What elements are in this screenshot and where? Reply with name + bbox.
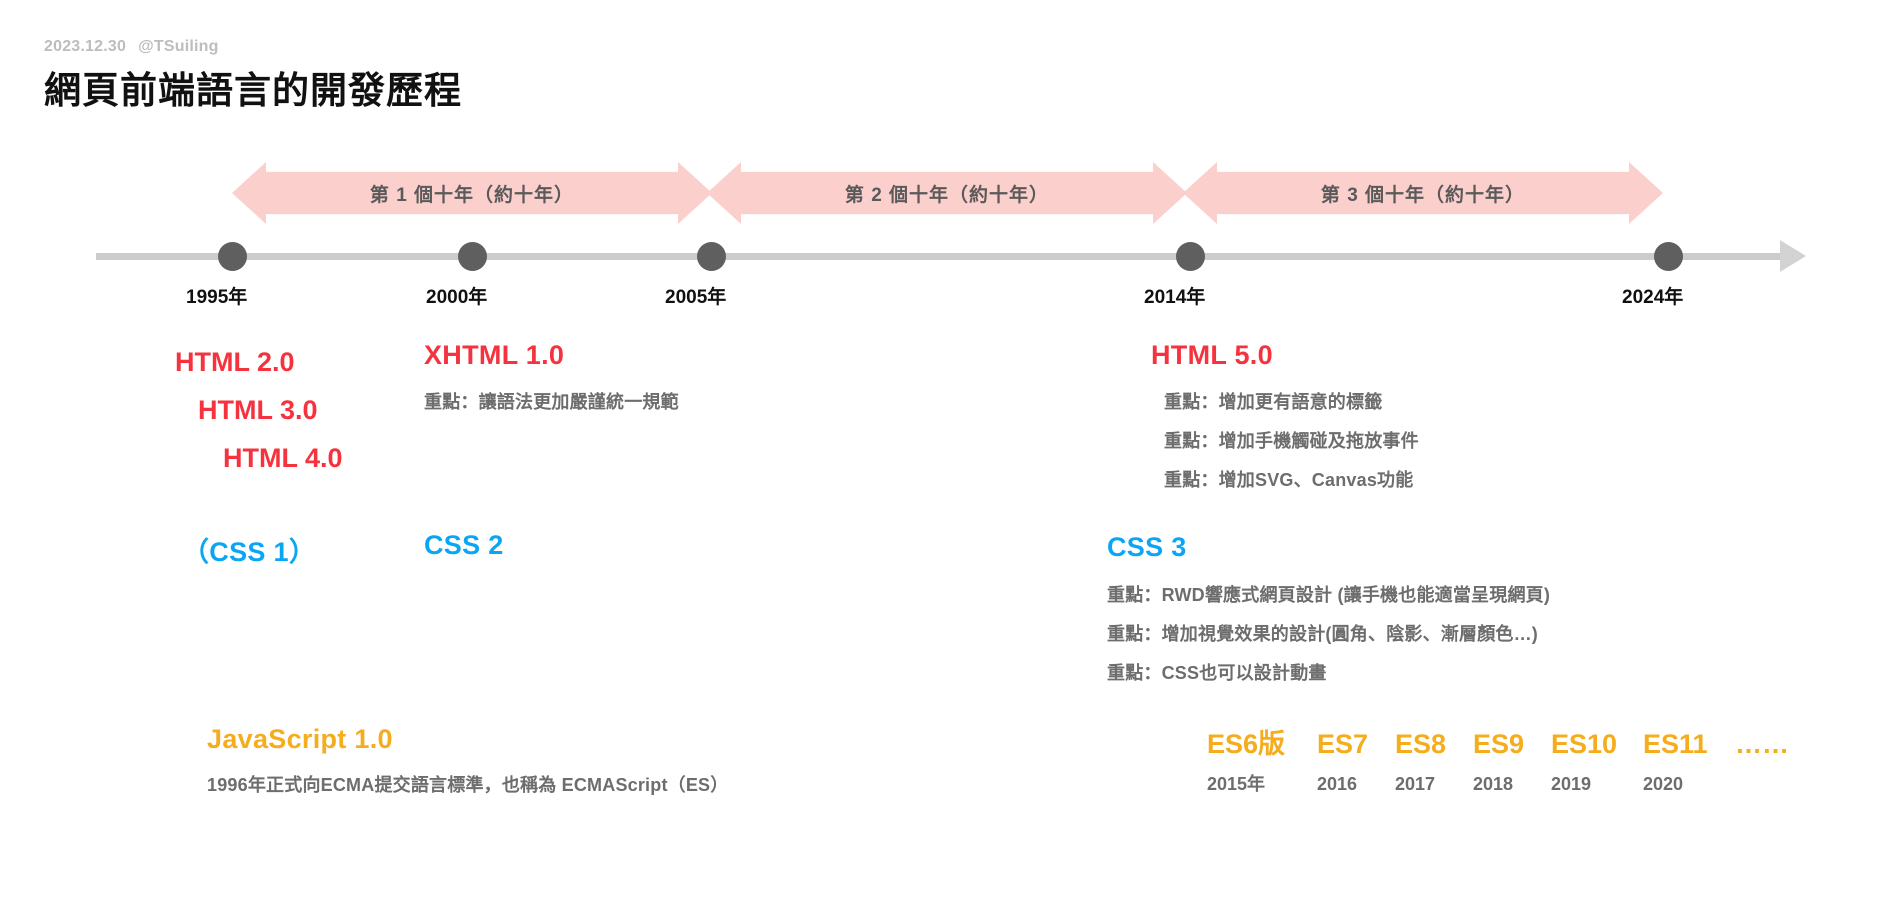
- publish-date: 2023.12.30: [44, 38, 127, 55]
- html-version-4: HTML 4.0: [223, 443, 343, 473]
- decade-arrow-3: 第 3 個十年（約十年）: [1183, 162, 1663, 224]
- decade-arrow-3-shape: [1183, 162, 1663, 224]
- timeline-dot-2000[interactable]: [458, 242, 487, 271]
- es-version-row: ES6版 ES7 ES8 ES9 ES10 ES11 ……: [1207, 722, 1789, 761]
- html-early-versions: HTML 2.0 HTML 3.0 HTML 4.0: [175, 338, 343, 482]
- year-label-1995: 1995年: [186, 287, 248, 308]
- es-year-2: 2017: [1395, 774, 1436, 794]
- author-handle: @TSuiling: [138, 38, 219, 55]
- javascript-heading: JavaScript 1.0: [207, 724, 393, 754]
- css3-bullet-2: 重點：增加視覺效果的設計(圓角、陰影、漸層顏色…): [1107, 624, 1538, 644]
- es-year-row: 2015年 2016 2017 2018 2019 2020: [1207, 770, 1735, 796]
- css2-group: CSS 2: [424, 530, 504, 561]
- es-year-5: 2020: [1643, 774, 1684, 794]
- timeline-axis: [96, 253, 1784, 260]
- es-version-0: ES6版: [1207, 729, 1286, 759]
- es-year-3: 2018: [1473, 774, 1514, 794]
- meta-line: 2023.12.30 @TSuiling: [44, 38, 219, 56]
- es-year-0: 2015年: [1207, 774, 1266, 794]
- es-version-5: ES11: [1643, 729, 1708, 759]
- html5-heading: HTML 5.0: [1151, 340, 1273, 370]
- year-label-2024: 2024年: [1622, 287, 1684, 308]
- css3-bullet-3: 重點：CSS也可以設計動畫: [1107, 663, 1327, 683]
- timeline-axis-arrowhead-icon: [1780, 240, 1806, 272]
- es-year-4: 2019: [1551, 774, 1592, 794]
- decade-arrow-2-shape: [707, 162, 1187, 224]
- css3-group: CSS 3 重點：RWD響應式網頁設計 (讓手機也能適當呈現網頁) 重點：增加視…: [1107, 530, 1550, 685]
- css3-bullet-1: 重點：RWD響應式網頁設計 (讓手機也能適當呈現網頁): [1107, 585, 1551, 605]
- timeline-dot-1995[interactable]: [218, 242, 247, 271]
- page-title: 網頁前端語言的開發歷程: [44, 70, 462, 111]
- timeline-dot-2005[interactable]: [697, 242, 726, 271]
- year-label-2000: 2000年: [426, 287, 488, 308]
- html5-group: HTML 5.0 重點：增加更有語意的標籤 重點：增加手機觸碰及拖放事件 重點：…: [1151, 338, 1419, 492]
- year-label-2014: 2014年: [1144, 287, 1206, 308]
- decade-arrow-2-label: 第 2 個十年（約十年）: [844, 184, 1050, 206]
- html5-bullet-3: 重點：增加SVG、Canvas功能: [1164, 470, 1414, 490]
- es-version-1: ES7: [1317, 729, 1369, 759]
- javascript-bullet-1: 1996年正式向ECMA提交語言標準，也稱為 ECMAScript（ES）: [207, 775, 729, 795]
- es-version-2: ES8: [1395, 729, 1447, 759]
- xhtml-group: XHTML 1.0 重點：讓語法更加嚴謹統一規範: [424, 338, 679, 414]
- css3-heading: CSS 3: [1107, 532, 1187, 562]
- css2-heading: CSS 2: [424, 530, 504, 560]
- year-label-2005: 2005年: [665, 287, 727, 308]
- decade-arrow-1-shape: [232, 162, 712, 224]
- html5-bullet-1: 重點：增加更有語意的標籤: [1164, 392, 1383, 412]
- es-version-4: ES10: [1551, 729, 1618, 759]
- decade-arrow-1-label: 第 1 個十年（約十年）: [369, 184, 575, 206]
- javascript-group: JavaScript 1.0 1996年正式向ECMA提交語言標準，也稱為 EC…: [207, 722, 728, 797]
- decade-arrow-1: 第 1 個十年（約十年）: [232, 162, 712, 224]
- html-version-3: HTML 3.0: [198, 395, 318, 425]
- decade-arrow-3-label: 第 3 個十年（約十年）: [1320, 184, 1526, 206]
- timeline-dot-2024[interactable]: [1654, 242, 1683, 271]
- es-version-3: ES9: [1473, 729, 1525, 759]
- xhtml-bullet-1: 重點：讓語法更加嚴謹統一規範: [424, 392, 679, 412]
- html-version-2: HTML 2.0: [175, 347, 295, 377]
- es-year-1: 2016: [1317, 774, 1358, 794]
- es-version-ellipsis: ……: [1735, 729, 1789, 759]
- xhtml-heading: XHTML 1.0: [424, 340, 565, 370]
- css1-heading: （CSS 1）: [182, 537, 317, 567]
- css1-group: （CSS 1）: [182, 530, 316, 569]
- decade-arrow-2: 第 2 個十年（約十年）: [707, 162, 1187, 224]
- timeline-dot-2014[interactable]: [1176, 242, 1205, 271]
- html5-bullet-2: 重點：增加手機觸碰及拖放事件: [1164, 431, 1419, 451]
